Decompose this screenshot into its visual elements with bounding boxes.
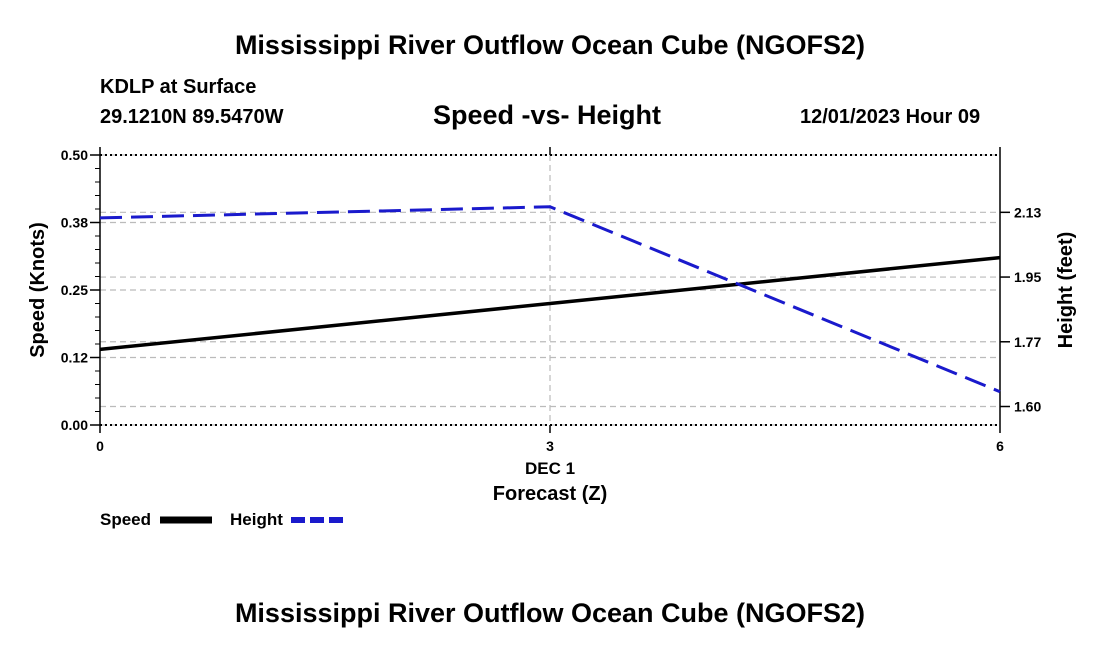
y2-tick-label: 1.77 <box>1014 334 1041 350</box>
x-tick-label: 0 <box>96 438 104 454</box>
y-tick-label: 0.50 <box>61 147 88 163</box>
forecast-datetime: 12/01/2023 Hour 09 <box>800 106 981 128</box>
x-date-label: DEC 1 <box>525 459 575 478</box>
legend: Speed Height <box>100 510 343 529</box>
y2-axis-title: Height (feet) <box>1055 232 1077 349</box>
y-tick-label: 0.00 <box>61 417 88 433</box>
x-axis-title: Forecast (Z) <box>493 483 607 505</box>
legend-height-label: Height <box>230 510 283 529</box>
y-axis-title: Speed (Knots) <box>27 222 49 358</box>
axis-labels: DEC 1 Forecast (Z) Speed (Knots) Height … <box>27 222 1077 505</box>
series-line-speed <box>99 255 1001 352</box>
chart-title: Speed -vs- Height <box>433 100 662 130</box>
axes: 0.00 0.12 0.25 0.38 0.50 1.60 1.77 1.95 2.13 0 3 6 <box>61 147 1041 454</box>
legend-speed-label: Speed <box>100 510 151 529</box>
y2-tick-label: 2.13 <box>1014 204 1041 220</box>
y-tick-label: 0.12 <box>61 350 88 366</box>
series <box>99 205 1001 394</box>
station-name: KDLP at Surface <box>100 76 257 98</box>
y-tick-label: 0.38 <box>61 215 88 231</box>
y2-tick-label: 1.95 <box>1014 269 1041 285</box>
grid <box>100 154 1000 426</box>
station-coords: 29.1210N 89.5470W <box>100 106 284 128</box>
chart: 0.000.120.250.380.501.601.771.952.130 3 6 … <box>27 147 1077 529</box>
x-tick-label: 3 <box>546 438 554 454</box>
y2-tick-label: 1.60 <box>1014 399 1041 415</box>
main-title: Mississippi River Outflow Ocean Cube (NG… <box>234 30 866 60</box>
series-line-height <box>99 205 1001 394</box>
x-tick-label: 6 <box>996 438 1004 454</box>
y-tick-label: 0.25 <box>61 282 88 298</box>
footer-title: Mississippi River Outflow Ocean Cube (NG… <box>234 598 866 628</box>
